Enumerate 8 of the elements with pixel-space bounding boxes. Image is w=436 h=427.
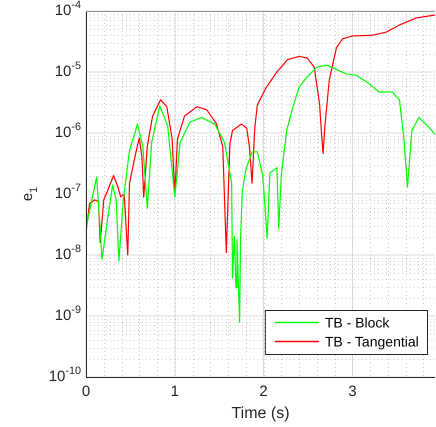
- y-axis-title: e1: [19, 186, 40, 202]
- x-tick-label: 2: [259, 383, 268, 400]
- x-tick-label: 3: [348, 383, 357, 400]
- x-tick-label: 0: [82, 383, 90, 400]
- x-axis-title: Time (s): [231, 404, 290, 422]
- legend-label: TB - Block: [324, 314, 390, 330]
- legend-label: TB - Tangential: [324, 333, 419, 350]
- x-tick-label: 1: [170, 383, 179, 400]
